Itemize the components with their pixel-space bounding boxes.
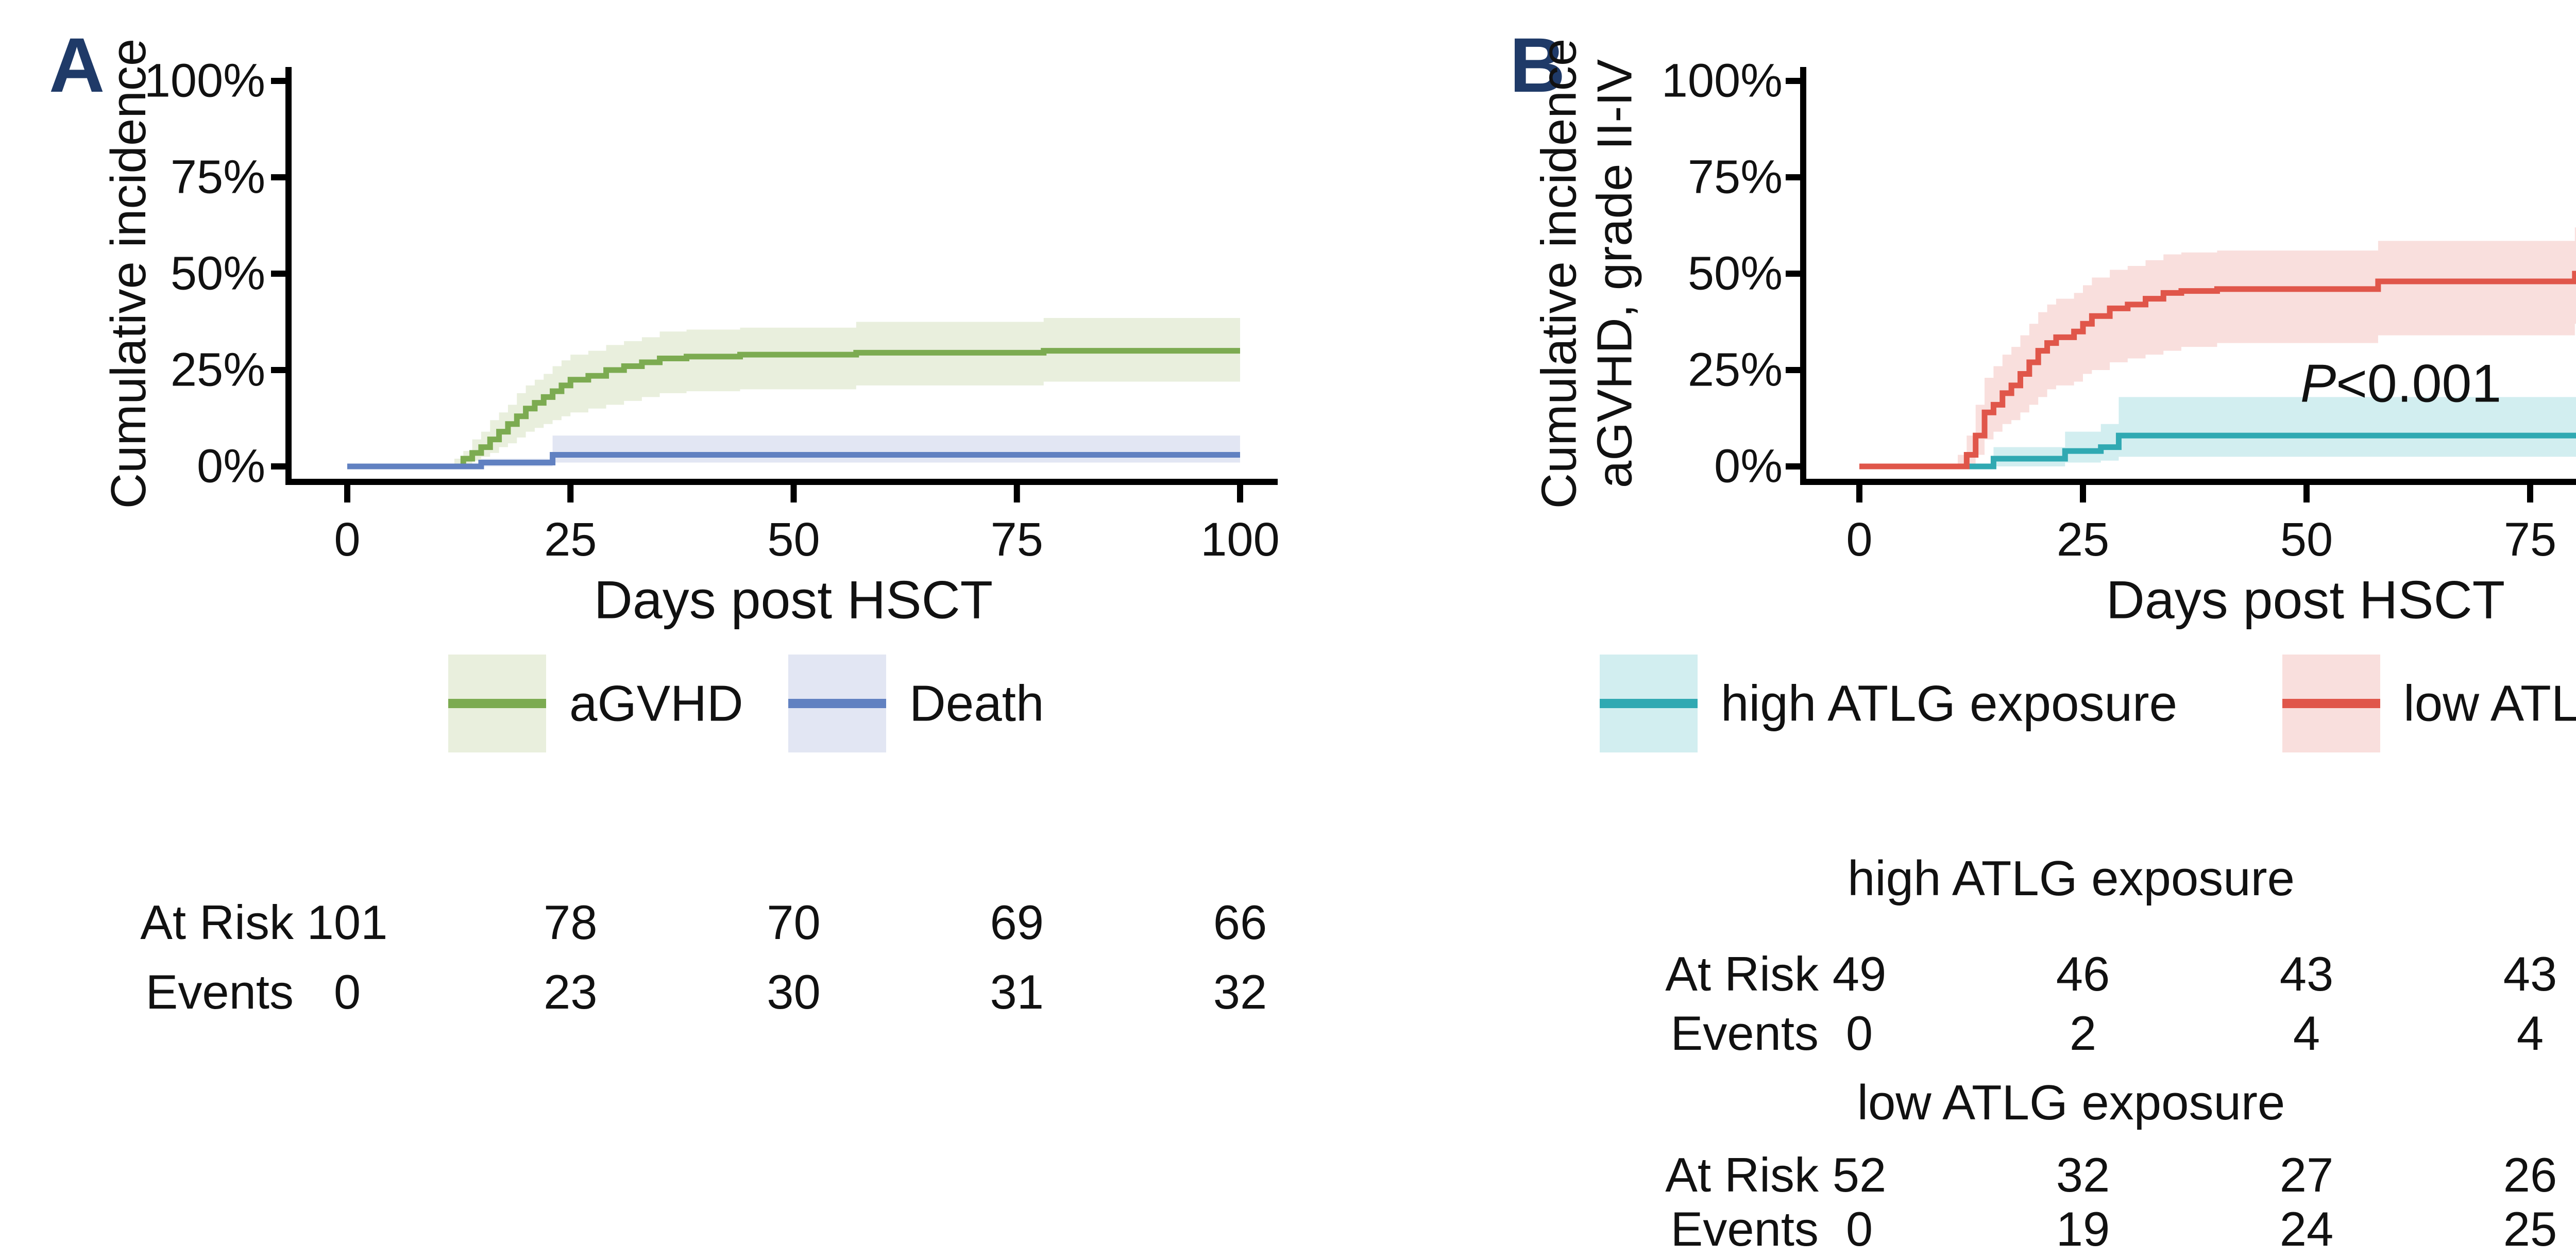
b-table-cell: 43 — [2503, 947, 2557, 1001]
b-table-cell: 49 — [1832, 947, 1887, 1001]
a-legend-label-1: Death — [909, 675, 1044, 732]
b-table-cell: 43 — [2279, 947, 2334, 1001]
b-table-cell: 2 — [2069, 1006, 2097, 1060]
a-line-1 — [347, 452, 1240, 470]
a-table-cell: 0 — [333, 965, 361, 1019]
b-legend-label-0: high ATLG exposure — [1721, 675, 2178, 732]
b-y-tick-label: 75% — [1687, 150, 1783, 204]
b-x-tick-label: 25 — [2056, 513, 2110, 566]
b-table-cell: 27 — [2279, 1148, 2334, 1202]
a-legend-label-0: aGVHD — [569, 675, 743, 732]
a-x-tick-label: 25 — [544, 513, 597, 566]
a-line-0 — [347, 348, 1240, 470]
b-y-tick-label: 100% — [1661, 54, 1783, 107]
b-table-cell: 24 — [2279, 1202, 2334, 1256]
a-x-tick-label: 100 — [1200, 513, 1280, 566]
b-table-cell: 4 — [2293, 1006, 2320, 1060]
a-table-cell: 78 — [543, 895, 598, 949]
b-table-cell: 26 — [2503, 1148, 2557, 1202]
a-table-cell: 23 — [543, 965, 598, 1019]
a-legend-swatch-0 — [448, 655, 546, 752]
a-legend-line-0 — [448, 699, 546, 708]
panel-a-x-axis-title: Days post HSCT — [594, 570, 993, 630]
b-table-cell: 0 — [1845, 1202, 1873, 1256]
a-x-tick-label: 0 — [334, 513, 361, 566]
low-atlg-events-row-label: Events — [1670, 1202, 1819, 1256]
panel-a-letter: A — [49, 22, 105, 108]
b-x-tick-label: 0 — [1846, 513, 1873, 566]
b-y-tick-label: 50% — [1687, 247, 1783, 300]
high-atlg-risk-row-label: At Risk — [1665, 947, 1819, 1001]
b-line-0 — [1859, 432, 2576, 470]
panel-a-events-row-label: Events — [145, 965, 294, 1019]
p-value-symbol: P — [2300, 354, 2336, 414]
b-table-cell: 19 — [2056, 1202, 2110, 1256]
b-y-tick-label: 0% — [1714, 440, 1783, 493]
panel-b-x-axis-title: Days post HSCT — [2106, 570, 2505, 630]
b-table-cell: 4 — [2516, 1006, 2544, 1060]
p-value-number: <0.001 — [2336, 354, 2502, 414]
a-y-tick-label: 50% — [170, 247, 265, 300]
b-legend-line-0 — [1600, 699, 1698, 708]
b-band-1 — [1957, 227, 2576, 466]
a-table-cell: 32 — [1213, 965, 1267, 1019]
b-band-0 — [1993, 397, 2576, 466]
panel-b-y-axis-title-line2: aGVHD, grade II-IV — [1587, 59, 1642, 489]
a-band-1 — [481, 435, 1241, 466]
high-atlg-table-title: high ATLG exposure — [1847, 851, 2295, 906]
a-x-tick-label: 50 — [767, 513, 820, 566]
b-y-tick-label: 25% — [1687, 343, 1783, 396]
a-table-cell: 70 — [767, 895, 821, 949]
a-legend-swatch-1 — [788, 655, 886, 752]
panel-b-letter: B — [1510, 22, 1566, 108]
a-table-cell: 69 — [990, 895, 1044, 949]
a-table-cell: 101 — [307, 895, 388, 949]
b-table-cell: 25 — [2503, 1202, 2557, 1256]
a-table-cell: 31 — [990, 965, 1044, 1019]
a-y-tick-label: 100% — [144, 54, 265, 107]
b-line-1 — [1859, 271, 2576, 470]
low-atlg-table-title: low ATLG exposure — [1857, 1075, 2285, 1130]
panel-b-y-axis-title-line1: Cumulative incidence — [1531, 38, 1587, 509]
b-x-tick-label: 75 — [2503, 513, 2557, 566]
high-atlg-events-row-label: Events — [1670, 1006, 1819, 1060]
b-x-tick-label: 50 — [2280, 513, 2333, 566]
panel-a-risk-row-label: At Risk — [140, 895, 294, 949]
a-y-tick-label: 75% — [170, 150, 265, 204]
b-legend-label-1: low ATLG exposure — [2403, 675, 2576, 732]
b-table-cell: 0 — [1845, 1006, 1873, 1060]
low-atlg-risk-row-label: At Risk — [1665, 1148, 1819, 1202]
a-legend-line-1 — [788, 699, 886, 708]
panel-a-y-axis-title: Cumulative incidence — [101, 38, 157, 509]
b-table-cell: 46 — [2056, 947, 2110, 1001]
a-table-cell: 30 — [767, 965, 821, 1019]
b-table-cell: 52 — [1832, 1148, 1887, 1202]
b-table-cell: 32 — [2056, 1148, 2110, 1202]
b-legend-line-1 — [2282, 699, 2380, 708]
a-y-tick-label: 25% — [170, 343, 265, 396]
panel-b-y-axis-title: Cumulative incidence aGVHD, grade II-IV — [1531, 39, 1642, 509]
a-x-tick-label: 75 — [990, 513, 1043, 566]
b-legend-swatch-1 — [2282, 655, 2380, 752]
b-legend-swatch-0 — [1600, 655, 1698, 752]
p-value-annotation: P<0.001 — [2300, 354, 2501, 415]
a-table-cell: 66 — [1213, 895, 1267, 949]
a-y-tick-label: 0% — [197, 440, 265, 493]
